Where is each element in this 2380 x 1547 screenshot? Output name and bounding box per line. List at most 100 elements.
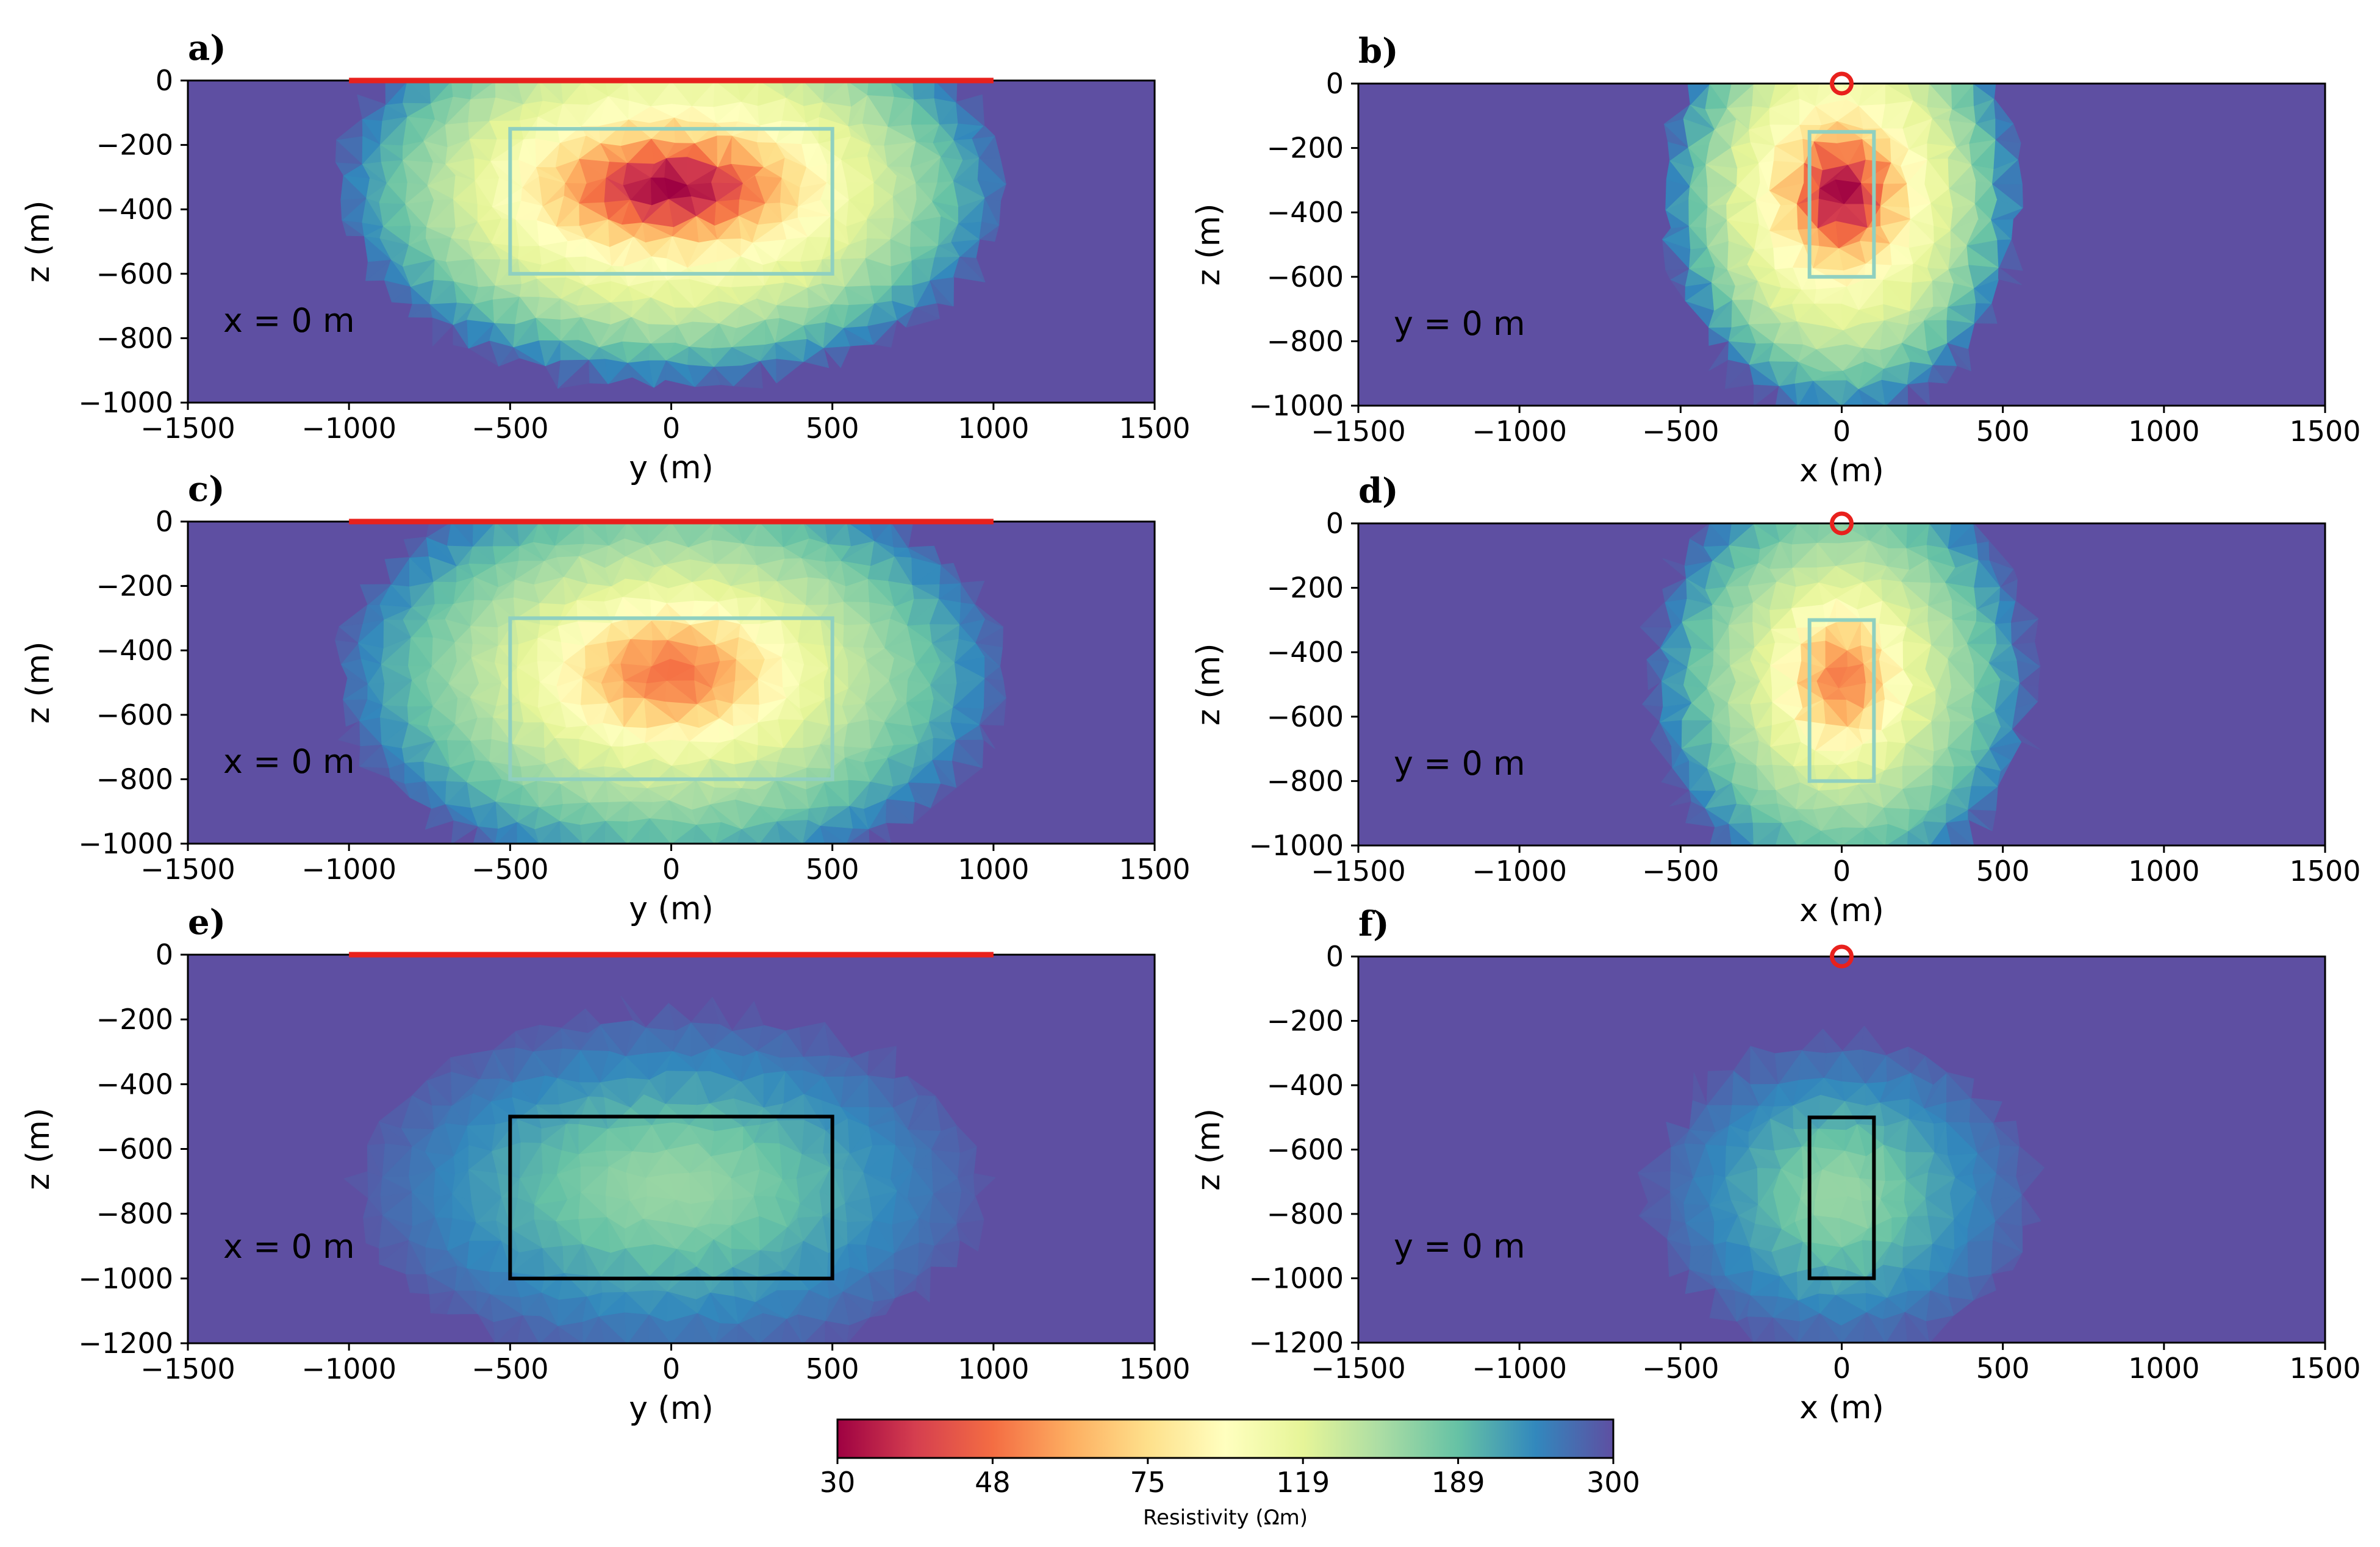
panel-b: −1500 −1000 −500 0 500 1000 15000−200−400−600−… — [1191, 31, 2361, 489]
mesh-cell — [907, 1075, 936, 1096]
y-tick-label: −600 — [96, 257, 173, 290]
colorbar-tick-label: 189 — [1432, 1466, 1485, 1499]
x-tick-label: −1500 — [140, 853, 235, 886]
mesh-cell — [1858, 84, 1887, 106]
panel-letter: d) — [1358, 471, 1399, 511]
y-tick-label: 0 — [1326, 940, 1344, 973]
x-tick-label: −1000 — [301, 1352, 396, 1385]
y-axis-label: z (m) — [20, 200, 57, 282]
y-tick-label: −800 — [1267, 764, 1344, 797]
mesh-cell — [1815, 84, 1843, 106]
resistivity-mesh — [343, 996, 996, 1343]
mesh-cell — [584, 1008, 601, 1033]
target-box — [1807, 1115, 1876, 1280]
panel-letter: e) — [188, 902, 226, 942]
x-tick-label: −1000 — [1472, 415, 1567, 448]
x-tick-label: 500 — [806, 1352, 859, 1385]
mesh-cell — [867, 81, 892, 95]
y-tick-label: −400 — [96, 193, 173, 226]
y-tick-label: −200 — [1267, 132, 1344, 165]
y-tick-label: −400 — [1267, 636, 1344, 669]
target-box — [1807, 618, 1876, 783]
x-tick-label: 1500 — [1119, 853, 1190, 886]
panel-d: −1500 −1000 −500 0 500 1000 15000−200−400−600−… — [1191, 471, 2361, 929]
y-tick-label: −800 — [96, 1197, 173, 1230]
x-tick-label: −500 — [471, 1352, 548, 1385]
mesh-cell — [1666, 1121, 1690, 1147]
x-tick-label: −500 — [471, 853, 548, 886]
mesh-cell — [956, 1125, 977, 1153]
target-box — [1807, 130, 1876, 279]
y-axis-label: z (m) — [20, 1108, 57, 1190]
x-axis-label: x (m) — [1799, 453, 1884, 489]
x-tick-label: 0 — [662, 1352, 680, 1385]
mesh-cell — [780, 81, 804, 98]
mesh-cell — [691, 81, 716, 106]
x-tick-label: 1000 — [958, 412, 1029, 445]
x-tick-label: −1000 — [301, 412, 396, 445]
mesh-cell — [1924, 1055, 1948, 1085]
mesh-cell — [1692, 1072, 1707, 1105]
resistivity-mesh — [1662, 84, 2023, 406]
mesh-cell — [1726, 84, 1754, 109]
x-tick-label: −500 — [1642, 1352, 1719, 1385]
x-tick-label: −500 — [1642, 855, 1719, 888]
x-tick-label: 1000 — [2128, 855, 2199, 888]
mesh-cell — [1993, 98, 2014, 124]
colorbar-label: Resistivity (Ωm) — [1143, 1506, 1308, 1530]
x-tick-label: 1500 — [1119, 412, 1190, 445]
resistivity-mesh — [334, 522, 1006, 844]
mesh-cell — [960, 580, 985, 605]
x-tick-label: 0 — [662, 853, 680, 886]
mesh-cell — [712, 997, 733, 1032]
mesh-cell — [1907, 84, 1930, 101]
panel-a: −1500 −1000 −500 0 500 1000 15000−200−400−600−… — [20, 28, 1191, 486]
resistivity-mesh — [1638, 1025, 2045, 1343]
mesh-cell — [2016, 1146, 2045, 1177]
mesh-cell — [1775, 523, 1799, 542]
x-axis-label: y (m) — [629, 891, 714, 927]
y-tick-label: 0 — [1326, 67, 1344, 100]
mesh-cell — [1998, 267, 2022, 285]
x-axis-label: x (m) — [1799, 1390, 1884, 1426]
mesh-cell — [1729, 523, 1754, 546]
x-tick-label: 1500 — [1119, 1352, 1190, 1385]
mesh-cell — [974, 603, 1003, 628]
y-tick-label: −200 — [96, 129, 173, 162]
y-axis-label: z (m) — [1191, 643, 1227, 725]
mesh-cell — [1951, 84, 1974, 109]
colorbar-tick-label: 119 — [1276, 1466, 1330, 1499]
x-tick-label: −1500 — [140, 1352, 235, 1385]
mesh-cell — [799, 1022, 825, 1057]
mesh-cell — [2011, 600, 2039, 623]
colorbar-tick-label: 300 — [1586, 1466, 1640, 1499]
y-tick-label: −800 — [1267, 325, 1344, 357]
mesh-cell — [429, 81, 452, 104]
mesh-cell — [823, 81, 848, 102]
section-label: y = 0 m — [1394, 744, 1525, 783]
mesh-cell — [1973, 84, 1996, 99]
y-tick-label: −400 — [1267, 196, 1344, 229]
panel-f: −1500 −1000 −500 0 500 1000 1500 0 −200 −400 −600 −… — [1191, 904, 2361, 1426]
mesh-cell — [941, 562, 962, 584]
x-tick-label: 500 — [1976, 855, 2030, 888]
y-tick-label: −800 — [96, 763, 173, 795]
mesh-cell — [2012, 728, 2041, 750]
y-tick-label: −1000 — [78, 386, 173, 419]
mesh-cell — [357, 94, 387, 120]
x-tick-label: 500 — [1976, 1352, 2030, 1385]
y-tick-label: −800 — [96, 321, 173, 354]
x-tick-label: 500 — [806, 853, 859, 886]
y-tick-label: −400 — [96, 1068, 173, 1100]
y-tick-label: 0 — [1326, 507, 1344, 540]
y-tick-label: −400 — [1267, 1069, 1344, 1102]
panel-e: −1500 −1000 −500 0 500 1000 1500 0 −200 −400 −600 −… — [20, 902, 1191, 1427]
x-tick-label: 1500 — [2289, 855, 2360, 888]
mesh-cell — [604, 522, 628, 546]
mesh-cell — [892, 1075, 908, 1108]
y-tick-label: 0 — [156, 938, 173, 971]
mesh-cell — [756, 1025, 786, 1051]
target-box — [508, 616, 834, 781]
section-label: y = 0 m — [1394, 304, 1525, 343]
mesh-cell — [687, 522, 716, 548]
